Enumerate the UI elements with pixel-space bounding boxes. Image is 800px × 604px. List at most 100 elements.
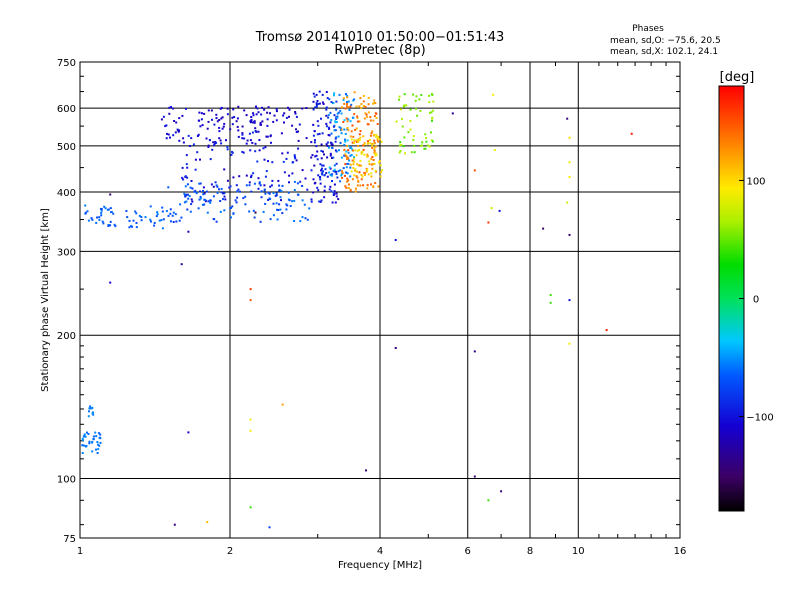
data-point	[83, 434, 86, 437]
data-point	[357, 140, 360, 143]
data-point	[186, 166, 189, 169]
data-point	[260, 196, 263, 199]
data-point	[250, 174, 253, 177]
data-point	[375, 153, 378, 156]
data-point	[248, 181, 251, 184]
data-point	[269, 218, 272, 221]
data-point	[235, 120, 238, 123]
data-point	[345, 93, 347, 96]
data-point	[333, 114, 336, 117]
data-point	[373, 152, 376, 155]
data-point	[109, 220, 112, 223]
data-point	[253, 182, 256, 185]
data-point	[171, 107, 174, 110]
data-point	[363, 117, 366, 120]
x-tick-label: 8	[527, 546, 533, 557]
data-point	[197, 133, 200, 136]
data-point	[354, 190, 357, 193]
data-point	[358, 149, 361, 152]
data-point	[312, 178, 315, 181]
data-point	[328, 134, 331, 137]
data-point	[498, 209, 501, 212]
data-point	[367, 96, 370, 99]
data-point	[333, 94, 335, 97]
data-point	[345, 166, 348, 169]
data-point	[218, 126, 221, 129]
data-point	[334, 149, 337, 152]
data-point	[294, 157, 297, 160]
data-point	[322, 150, 324, 153]
data-point	[430, 131, 432, 134]
data-point	[223, 192, 226, 195]
data-point	[88, 410, 90, 413]
data-point	[362, 135, 365, 138]
data-point	[244, 195, 247, 198]
data-point	[185, 163, 188, 166]
y-tick-label: 750	[57, 58, 76, 69]
data-point	[356, 139, 359, 142]
data-point	[320, 157, 323, 160]
data-point	[398, 95, 401, 98]
data-point	[257, 187, 260, 190]
data-point	[327, 126, 330, 129]
data-point	[181, 166, 184, 169]
data-point	[272, 120, 275, 123]
data-point	[191, 200, 194, 203]
data-point	[328, 188, 331, 191]
data-point	[605, 329, 608, 332]
data-point	[377, 185, 380, 188]
data-point	[353, 91, 356, 94]
data-point	[403, 104, 406, 107]
data-point	[252, 114, 255, 117]
data-point	[288, 108, 291, 111]
data-point	[226, 148, 229, 151]
data-point	[398, 151, 401, 154]
data-point	[206, 127, 209, 130]
data-point	[207, 120, 210, 123]
data-point	[218, 137, 221, 140]
data-point	[333, 124, 336, 127]
data-point	[301, 107, 304, 110]
data-point	[371, 163, 374, 166]
data-point	[370, 183, 372, 186]
phases-header: Phases	[632, 24, 664, 34]
data-point	[425, 137, 427, 139]
data-point	[366, 153, 369, 156]
data-point	[203, 198, 206, 201]
colorbar-tick-label: −100	[746, 413, 773, 424]
data-point	[173, 523, 176, 526]
data-point	[349, 120, 352, 123]
data-point	[252, 172, 255, 175]
data-point	[271, 179, 274, 182]
data-point	[299, 180, 302, 183]
data-point	[432, 100, 435, 103]
data-point	[295, 128, 297, 131]
data-point	[366, 168, 369, 171]
data-point	[373, 115, 376, 118]
data-point	[336, 116, 339, 119]
data-point	[250, 176, 252, 179]
data-point	[369, 116, 372, 119]
data-point	[200, 112, 203, 115]
data-point	[228, 186, 231, 189]
data-point	[205, 137, 208, 140]
data-point	[370, 175, 373, 178]
data-point	[379, 171, 382, 174]
data-point	[324, 168, 327, 171]
data-point	[415, 107, 417, 110]
data-point	[186, 183, 189, 186]
data-point	[568, 136, 571, 139]
data-point	[301, 185, 304, 187]
data-point	[269, 112, 271, 115]
data-point	[359, 130, 362, 133]
data-point	[343, 174, 346, 177]
data-point	[328, 98, 331, 101]
data-point	[332, 191, 335, 194]
data-point	[377, 137, 380, 139]
data-point	[90, 217, 93, 220]
data-point	[360, 178, 363, 181]
data-point	[353, 98, 356, 101]
data-point	[259, 121, 262, 124]
data-point	[220, 187, 223, 190]
data-point	[367, 111, 370, 114]
